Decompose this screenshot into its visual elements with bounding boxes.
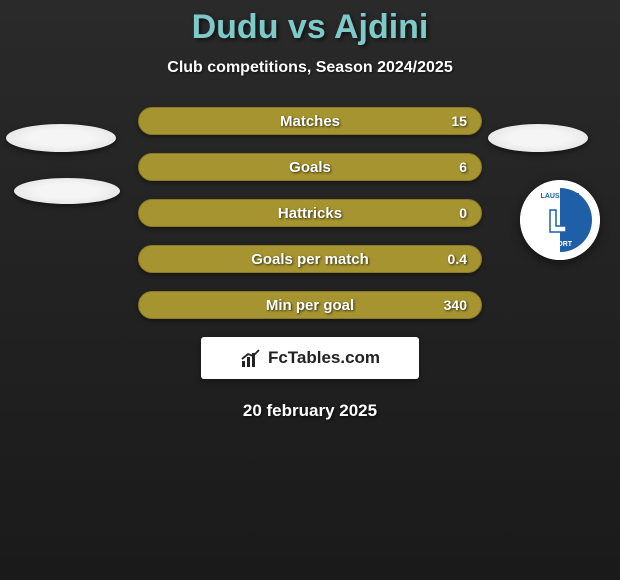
stat-row-hattricks: Hattricks 0 [138, 199, 482, 227]
player1-name: Dudu [192, 8, 279, 46]
svg-text:LAUSANNE: LAUSANNE [541, 193, 580, 200]
left-club-oval-1 [6, 124, 116, 152]
vs-text: vs [288, 8, 326, 46]
stat-value: 0.4 [448, 251, 467, 267]
player2-name: Ajdini [334, 8, 428, 46]
right-club-oval [488, 124, 588, 152]
branding-text: FcTables.com [268, 348, 380, 368]
stat-value: 15 [451, 113, 467, 129]
stat-value: 340 [444, 297, 467, 313]
stats-container: Matches 15 Goals 6 Hattricks 0 Goals per… [138, 107, 482, 319]
stat-label: Goals per match [251, 251, 369, 268]
stat-label: Matches [280, 113, 340, 130]
branding-badge[interactable]: FcTables.com [201, 337, 419, 379]
stat-row-mpg: Min per goal 340 [138, 291, 482, 319]
stat-label: Hattricks [278, 205, 342, 222]
club-logo-lausanne: LAUSANNE SPORT [520, 180, 600, 260]
stat-value: 6 [459, 159, 467, 175]
date-text: 20 february 2025 [0, 401, 620, 421]
stat-row-goals: Goals 6 [138, 153, 482, 181]
stat-label: Min per goal [266, 297, 354, 314]
left-club-oval-2 [14, 178, 120, 204]
chart-icon [240, 347, 262, 369]
svg-text:SPORT: SPORT [548, 241, 573, 248]
subtitle: Club competitions, Season 2024/2025 [0, 59, 620, 77]
stat-row-matches: Matches 15 [138, 107, 482, 135]
stat-row-gpm: Goals per match 0.4 [138, 245, 482, 273]
stat-value: 0 [459, 205, 467, 221]
stat-label: Goals [289, 159, 331, 176]
page-title: Dudu vs Ajdini [0, 0, 620, 47]
